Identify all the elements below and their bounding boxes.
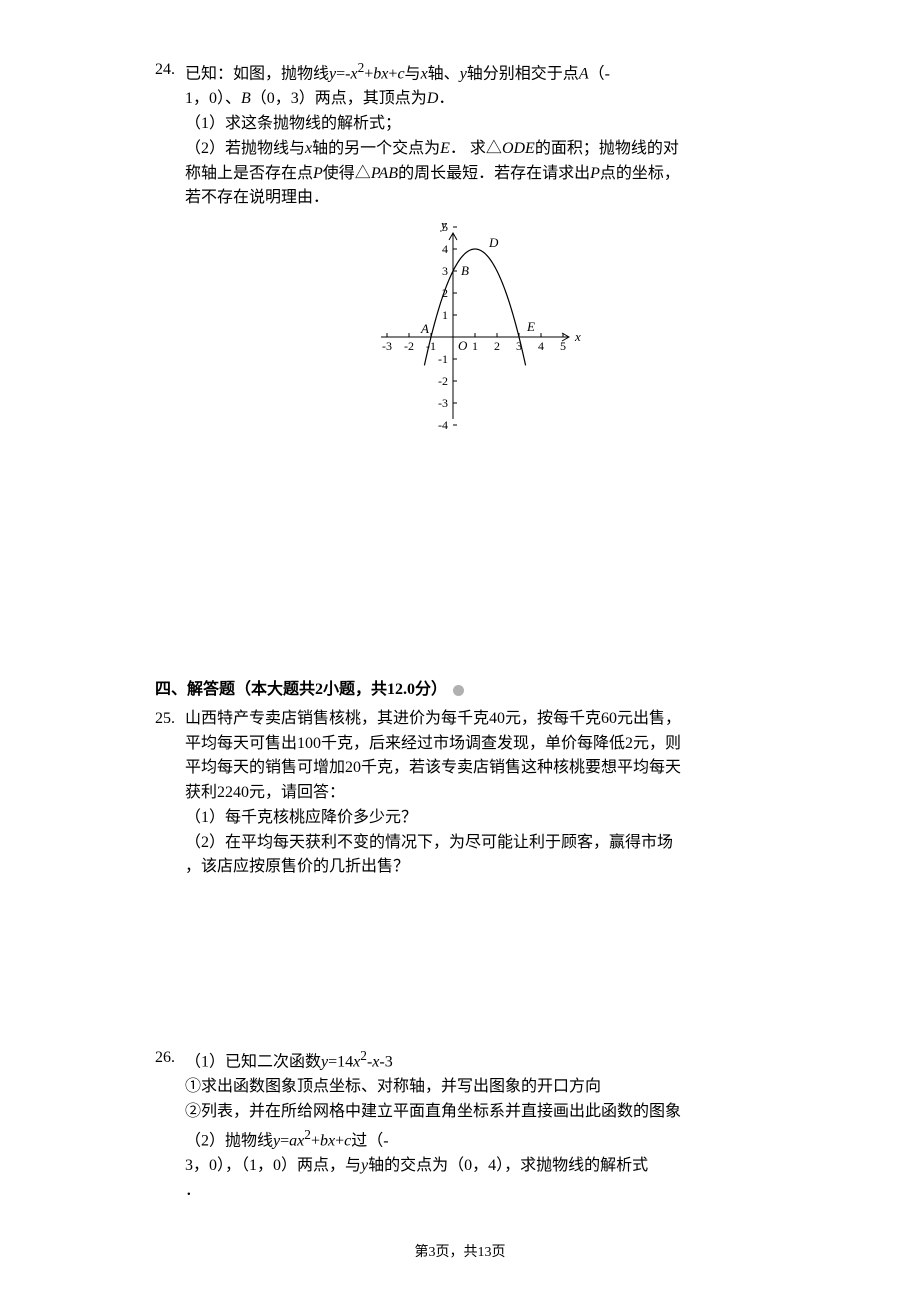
problem-line: 获利2240元，请回答： (185, 781, 765, 806)
problem-line: 平均每天的销售可增加20千克，若该专卖店销售这种核桃要想平均每天 (185, 756, 765, 781)
svg-text:B: B (461, 263, 469, 278)
svg-text:y: y (439, 217, 447, 232)
svg-text:4: 4 (538, 339, 544, 353)
problem-body: 已知：如图，抛物线y=-x2+bx+c与x轴、y轴分别相交于点A（- 1，0）、… (185, 58, 765, 672)
section-4-label: 四、解答题（本大题共2小题，共12.0分） (155, 678, 447, 703)
svg-text:3: 3 (442, 264, 448, 278)
problem-line: 山西特产专卖店销售核桃，其进价为每千克40元，按每千克60元出售， (185, 707, 765, 732)
svg-text:-3: -3 (438, 396, 448, 410)
svg-text:-2: -2 (404, 339, 414, 353)
svg-text:1: 1 (472, 339, 478, 353)
problem-line: （2）抛物线y=ax2+bx+c过（- (185, 1125, 765, 1154)
problem-body: （1）已知二次函数y=14x2-x-3 ①求出函数图象顶点坐标、对称轴，并写出图… (185, 1046, 765, 1203)
svg-text:x: x (574, 329, 581, 344)
graph-container: -3-2-112345-4-3-2-112345OxyABDE (185, 213, 765, 452)
svg-text:D: D (488, 235, 499, 250)
problem-line: ①求出函数图象顶点坐标、对称轴，并写出图象的开口方向 (185, 1075, 765, 1100)
svg-text:2: 2 (494, 339, 500, 353)
svg-text:-4: -4 (438, 418, 448, 432)
svg-text:4: 4 (442, 242, 448, 256)
section-4-header: 四、解答题（本大题共2小题，共12.0分） (155, 678, 765, 703)
problem-line: ，该店应按原售价的几折出售？ (185, 855, 765, 880)
problem-body: 山西特产专卖店销售核桃，其进价为每千克40元，按每千克60元出售， 平均每天可售… (185, 707, 765, 881)
problem-number: 26. (155, 1046, 185, 1203)
parabola-graph: -3-2-112345-4-3-2-112345OxyABDE (367, 213, 583, 443)
page-footer: 第3页，共13页 (0, 1242, 920, 1264)
problem-line: （1）求这条抛物线的解析式； (185, 112, 765, 137)
svg-text:A: A (420, 321, 429, 336)
problem-24: 24. 已知：如图，抛物线y=-x2+bx+c与x轴、y轴分别相交于点A（- 1… (155, 58, 765, 672)
svg-text:5: 5 (560, 339, 566, 353)
svg-text:-3: -3 (382, 339, 392, 353)
problem-line: （2）在平均每天获利不变的情况下，为尽可能让利于顾客，赢得市场 (185, 831, 765, 856)
problem-line: 3，0），（1，0）两点，与y轴的交点为（0，4），求抛物线的解析式 (185, 1154, 765, 1179)
page: 24. 已知：如图，抛物线y=-x2+bx+c与x轴、y轴分别相交于点A（- 1… (0, 0, 920, 1302)
problem-25: 25. 山西特产专卖店销售核桃，其进价为每千克40元，按每千克60元出售， 平均… (155, 707, 765, 881)
problem-line: 称轴上是否存在点P使得△PAB的周长最短．若存在请求出P点的坐标， (185, 162, 765, 187)
disc-icon (453, 685, 464, 696)
problem-number: 24. (155, 58, 185, 672)
problem-line: ． (185, 1179, 765, 1204)
svg-text:O: O (458, 338, 468, 353)
problem-line: 平均每天可售出100千克，后来经过市场调查发现，单价每降低2元，则 (185, 732, 765, 757)
problem-line: （2）若抛物线与x轴的另一个交点为E． 求△ODE的面积；抛物线的对 (185, 137, 765, 162)
problem-number: 25. (155, 707, 185, 881)
svg-text:-1: -1 (438, 352, 448, 366)
svg-text:-2: -2 (438, 374, 448, 388)
svg-text:E: E (526, 319, 535, 334)
problem-26: 26. （1）已知二次函数y=14x2-x-3 ①求出函数图象顶点坐标、对称轴，… (155, 1046, 765, 1203)
svg-text:2: 2 (442, 286, 448, 300)
svg-text:1: 1 (442, 308, 448, 322)
problem-line: （1）已知二次函数y=14x2-x-3 (185, 1046, 765, 1075)
problem-line: （1）每千克核桃应降价多少元？ (185, 806, 765, 831)
problem-line: 1，0）、B（0，3）两点，其顶点为D． (185, 87, 765, 112)
problem-line: ②列表，并在所给网格中建立平面直角坐标系并直接画出此函数的图象 (185, 1100, 765, 1125)
problem-line: 已知：如图，抛物线y=-x2+bx+c与x轴、y轴分别相交于点A（- (185, 58, 765, 87)
problem-line: 若不存在说明理由． (185, 186, 765, 211)
